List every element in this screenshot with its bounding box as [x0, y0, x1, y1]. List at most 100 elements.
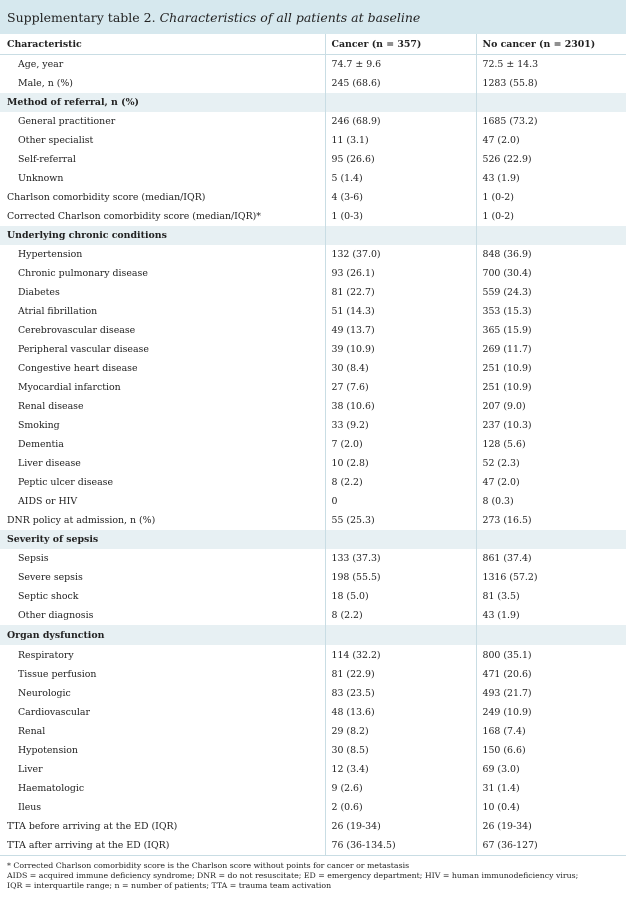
row-label: Liver disease — [18, 458, 81, 469]
no-cancer-value: 848 (36.9) — [475, 245, 626, 264]
table-row: Liver 12 (3.4) 69 (3.0) — [0, 760, 626, 779]
characteristics-table: Characteristic Cancer (n = 357) No cance… — [0, 34, 626, 856]
table-row: Respiratory 114 (32.2) 800 (35.1) — [0, 645, 626, 665]
cancer-value: 8 (2.2) — [324, 473, 476, 492]
row-label: Septic shock — [18, 591, 79, 602]
section-label: Underlying chronic conditions — [0, 226, 325, 245]
no-cancer-value: 81 (3.5) — [475, 587, 626, 606]
cancer-value: 49 (13.7) — [324, 321, 476, 340]
table-row: Hypertension 132 (37.0) 848 (36.9) — [0, 245, 626, 264]
cancer-value: 246 (68.9) — [324, 112, 476, 131]
cancer-value: 83 (23.5) — [324, 684, 476, 703]
row-label: Renal — [18, 726, 46, 737]
row-label: Haematologic — [18, 783, 85, 794]
cancer-value: 38 (10.6) — [324, 397, 476, 416]
cancer-value: 133 (37.3) — [324, 549, 476, 568]
header-cancer: Cancer (n = 357) — [324, 34, 476, 55]
table-row: Septic shock 18 (5.0) 81 (3.5) — [0, 587, 626, 606]
no-cancer-value: 128 (5.6) — [475, 435, 626, 454]
table-row: General practitioner 246 (68.9) 1685 (73.2… — [0, 112, 626, 131]
table-row: AIDS or HIV 0 8 (0.3) — [0, 492, 626, 511]
cancer-value: 48 (13.6) — [324, 703, 476, 722]
cancer-value: 0 — [324, 492, 476, 511]
no-cancer-value: 43 (1.9) — [475, 606, 626, 625]
section-row: Severity of sepsis — [0, 530, 626, 549]
section-row: Organ dysfunction — [0, 625, 626, 645]
cancer-value: 5 (1.4) — [324, 169, 476, 188]
table-title-lead: Supplementary table 2. — [7, 9, 156, 25]
footnote-abbreviations-1: AIDS = acquired immune deficiency syndro… — [7, 871, 579, 881]
no-cancer-value: 69 (3.0) — [475, 760, 626, 779]
cancer-value: 114 (32.2) — [324, 645, 476, 665]
cancer-value: 7 (2.0) — [324, 435, 476, 454]
table-row: Smoking 33 (9.2) 237 (10.3) — [0, 416, 626, 435]
table-row: DNR policy at admission, n (%) 55 (25.3) 2… — [0, 511, 626, 530]
table-row: Severe sepsis 198 (55.5) 1316 (57.2) — [0, 568, 626, 587]
no-cancer-value: 251 (10.9) — [475, 378, 626, 397]
no-cancer-value: 269 (11.7) — [475, 340, 626, 359]
row-label: Corrected Charlson comorbidity score (me… — [7, 211, 261, 222]
row-label: AIDS or HIV — [18, 496, 78, 507]
row-label: Atrial fibrillation — [18, 306, 98, 317]
cancer-value: 1 (0-3) — [324, 207, 476, 226]
cancer-value: 33 (9.2) — [324, 416, 476, 435]
no-cancer-value: 10 (0.4) — [475, 798, 626, 817]
cancer-value: 27 (7.6) — [324, 378, 476, 397]
table-row: Hypotension 30 (8.5) 150 (6.6) — [0, 741, 626, 760]
cancer-value: 74.7 ± 9.6 — [324, 54, 476, 74]
cancer-value: 26 (19-34) — [324, 817, 476, 836]
no-cancer-value: 471 (20.6) — [475, 665, 626, 684]
cancer-value: 132 (37.0) — [324, 245, 476, 264]
cancer-value: 2 (0.6) — [324, 798, 476, 817]
no-cancer-value: 47 (2.0) — [475, 131, 626, 150]
cancer-value: 29 (8.2) — [324, 722, 476, 741]
table-row: Other specialist 11 (3.1) 47 (2.0) — [0, 131, 626, 150]
cancer-value: 81 (22.7) — [324, 283, 476, 302]
table-row: Dementia 7 (2.0) 128 (5.6) — [0, 435, 626, 454]
cancer-value: 10 (2.8) — [324, 454, 476, 473]
table-row: Liver disease 10 (2.8) 52 (2.3) — [0, 454, 626, 473]
row-label: Tissue perfusion — [18, 669, 97, 680]
cancer-value: 95 (26.6) — [324, 150, 476, 169]
footnote-abbreviations-2: IQR = interquartile range; n = number of… — [7, 881, 332, 891]
table-row: Unknown 5 (1.4) 43 (1.9) — [0, 169, 626, 188]
row-label: Respiratory — [18, 649, 74, 661]
no-cancer-value: 67 (36-127) — [475, 836, 626, 856]
row-label: Dementia — [18, 439, 64, 450]
no-cancer-value: 1 (0-2) — [475, 207, 626, 226]
no-cancer-value — [475, 530, 626, 549]
no-cancer-value: 168 (7.4) — [475, 722, 626, 741]
row-label: Age, year — [18, 59, 64, 70]
no-cancer-value: 237 (10.3) — [475, 416, 626, 435]
no-cancer-value: 1685 (73.2) — [475, 112, 626, 131]
row-label: Unknown — [18, 173, 64, 184]
header-no-cancer: No cancer (n = 2301) — [475, 34, 626, 55]
section-label: Severity of sepsis — [0, 530, 325, 549]
no-cancer-value: 251 (10.9) — [475, 359, 626, 378]
no-cancer-value — [475, 625, 626, 645]
row-label: Male, n (%) — [18, 78, 73, 89]
table-title-caption: Characteristics of all patients at basel… — [159, 9, 421, 25]
table-row: Haematologic 9 (2.6) 31 (1.4) — [0, 779, 626, 798]
cancer-value: 51 (14.3) — [324, 302, 476, 321]
cancer-value: 4 (3-6) — [324, 188, 476, 207]
row-label: Smoking — [18, 420, 60, 431]
row-label: Sepsis — [18, 553, 49, 564]
cancer-value: 81 (22.9) — [324, 665, 476, 684]
cancer-value — [324, 226, 476, 245]
cancer-value: 245 (68.6) — [324, 74, 476, 93]
row-label: Diabetes — [18, 287, 60, 298]
row-label: Cerebrovascular disease — [18, 325, 136, 336]
cancer-value: 12 (3.4) — [324, 760, 476, 779]
no-cancer-value: 365 (15.9) — [475, 321, 626, 340]
no-cancer-value: 700 (30.4) — [475, 264, 626, 283]
table-row: Peptic ulcer disease 8 (2.2) 47 (2.0) — [0, 473, 626, 492]
table-row: Neurologic 83 (23.5) 493 (21.7) — [0, 684, 626, 703]
table-row: Peripheral vascular disease 39 (10.9) 269 … — [0, 340, 626, 359]
row-label: Other diagnosis — [18, 610, 94, 621]
cancer-value — [324, 93, 476, 112]
table-row: Atrial fibrillation 51 (14.3) 353 (15.3) — [0, 302, 626, 321]
no-cancer-value: 31 (1.4) — [475, 779, 626, 798]
table-row: Renal 29 (8.2) 168 (7.4) — [0, 722, 626, 741]
cancer-value: 11 (3.1) — [324, 131, 476, 150]
